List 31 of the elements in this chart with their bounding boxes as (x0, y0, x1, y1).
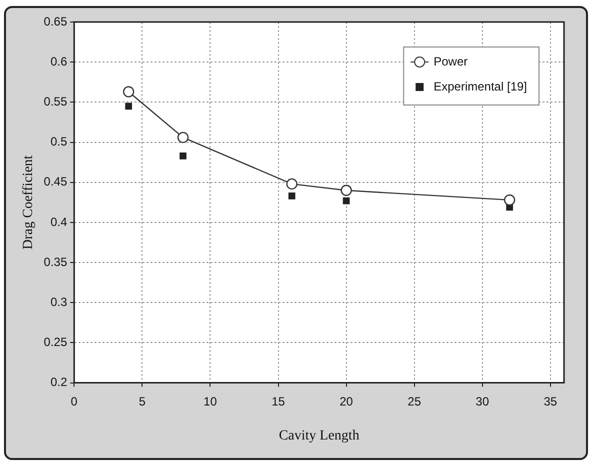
y-tick-label: 0.55 (44, 94, 68, 108)
point (504, 194, 516, 206)
point (288, 192, 296, 200)
y-tick-label: 0.25 (44, 335, 68, 350)
y-tick-label: 0.4 (50, 214, 68, 229)
y-tick-label: 0.6 (50, 54, 68, 68)
y-tick-label: 0.2 (50, 375, 68, 390)
y-tick-label: 0.65 (44, 14, 68, 28)
y-axis-title: Drag Coefficient (21, 155, 36, 250)
y-tick-label: 0.5 (50, 134, 68, 149)
point (342, 197, 350, 204)
point (122, 86, 134, 98)
point (177, 132, 189, 144)
point (286, 178, 298, 190)
x-tick-label: 20 (340, 394, 354, 408)
legend-label: Experimental [19] (434, 79, 528, 94)
x-tick-label: 35 (544, 394, 558, 408)
legend-label: Power (434, 54, 468, 68)
point (340, 184, 352, 196)
x-tick-label: 0 (70, 394, 78, 408)
y-tick-label: 0.35 (44, 254, 68, 269)
x-tick-label: 10 (204, 394, 218, 408)
x-tick-label: 30 (476, 394, 490, 408)
y-tick-label: 0.45 (44, 174, 68, 189)
point (180, 152, 186, 160)
x-axis-title: Cavity Length (278, 428, 360, 444)
x-tick-label: 25 (408, 394, 422, 408)
x-tick-label: 15 (272, 394, 286, 408)
point (125, 102, 132, 110)
x-tick-label: 5 (138, 394, 146, 408)
y-tick-label: 0.3 (50, 294, 68, 309)
